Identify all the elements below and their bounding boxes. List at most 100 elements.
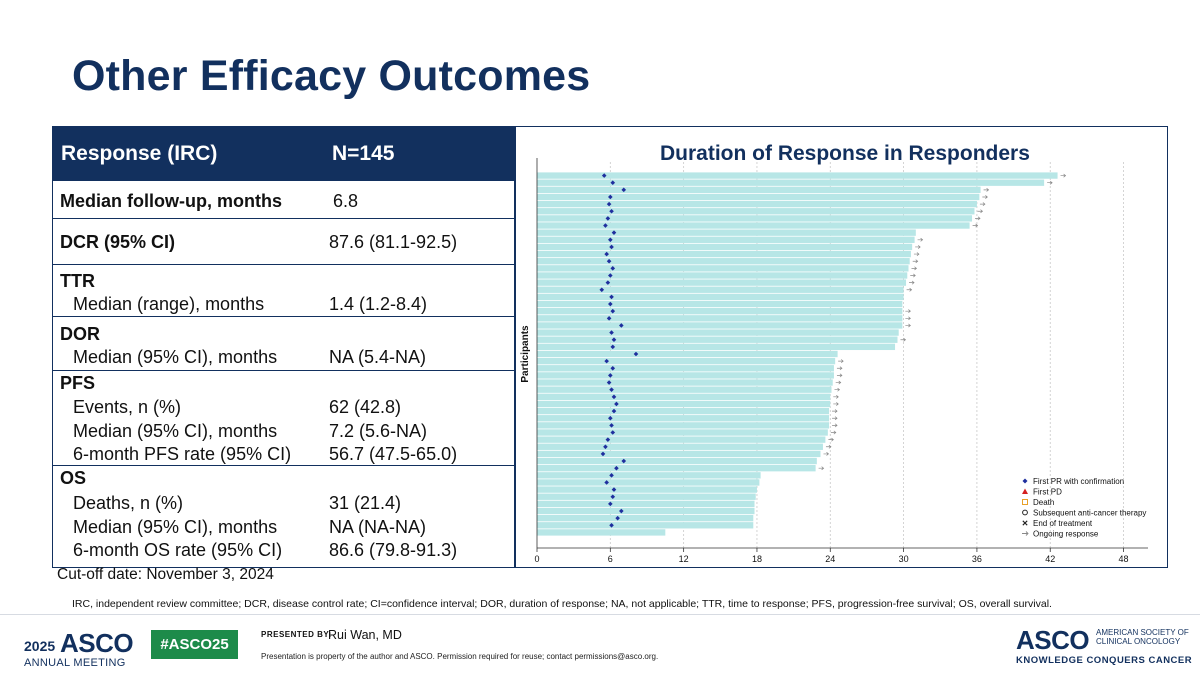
pr-marker — [610, 344, 616, 350]
pr-marker — [610, 365, 616, 371]
response-bar — [537, 479, 760, 486]
society-tagline: KNOWLEDGE CONQUERS CANCER — [1016, 655, 1193, 666]
chart-title: Duration of Response in Responders — [660, 142, 1030, 165]
table-header-n: N=145 — [332, 142, 395, 165]
society-name: AMERICAN SOCIETY OF CLINICAL ONCOLOGY — [1096, 628, 1189, 646]
row-label: OS — [60, 468, 87, 488]
row-value: 87.6 (81.1-92.5) — [329, 232, 458, 252]
row-value: 7.2 (5.6-NA) — [329, 421, 428, 441]
ongoing-response-marker — [906, 287, 913, 292]
pr-marker — [606, 380, 612, 385]
pr-marker — [599, 287, 605, 293]
legend-label: Death — [1033, 498, 1054, 507]
response-bar — [537, 329, 899, 336]
response-bar — [537, 258, 910, 265]
pr-marker — [606, 316, 612, 321]
ongoing-response-marker — [838, 359, 844, 364]
response-bar — [537, 272, 908, 279]
legend-x-icon — [1022, 520, 1028, 526]
pr-marker — [604, 480, 609, 485]
table-header: Response (IRC) N=145 — [52, 126, 514, 180]
society-brand: ASCO — [1016, 625, 1090, 655]
legend-circle-icon — [1022, 509, 1028, 516]
pr-marker — [609, 423, 614, 428]
pr-marker — [608, 501, 613, 507]
slide-title: Other Efficacy Outcomes — [72, 52, 591, 100]
row-label: Median (95% CI), months — [73, 517, 278, 537]
pr-marker — [611, 487, 617, 492]
pr-marker — [600, 451, 606, 457]
pr-marker — [610, 180, 616, 186]
row-label: Median follow-up, months — [60, 191, 282, 211]
ongoing-response-marker — [832, 409, 838, 413]
ongoing-response-marker — [828, 437, 834, 442]
response-bar — [537, 507, 755, 515]
presenter-name: Rui Wan, MD — [328, 628, 402, 642]
pr-marker — [609, 522, 614, 528]
table-row: Median (range), months 1.4 (1.2-8.4) — [52, 294, 514, 316]
pr-marker — [610, 494, 616, 500]
y-axis-label: Participants — [520, 325, 531, 383]
x-tick-label: 24 — [825, 554, 835, 564]
response-bar — [537, 379, 833, 386]
row-label: Median (95% CI), months — [73, 421, 278, 441]
response-bar — [537, 215, 973, 222]
legend-label: First PD — [1033, 488, 1062, 497]
ongoing-response-marker — [915, 245, 921, 249]
response-bar — [537, 222, 970, 229]
ongoing-response-marker — [905, 323, 911, 328]
row-value: 56.7 (47.5-65.0) — [329, 444, 458, 464]
row-label: 6-month PFS rate (95% CI) — [73, 444, 292, 464]
ongoing-response-marker — [910, 273, 916, 278]
x-tick-label: 30 — [899, 554, 909, 564]
response-bar — [537, 393, 831, 400]
row-value: 62 (42.8) — [329, 397, 402, 417]
ongoing-response-marker — [825, 444, 832, 449]
response-bar — [537, 293, 904, 301]
table-header-label: Response (IRC) — [61, 142, 218, 165]
ongoing-response-marker — [912, 259, 919, 264]
pr-marker — [619, 323, 624, 328]
pr-marker — [608, 194, 613, 200]
ongoing-response-marker — [835, 380, 842, 385]
logo-subtitle: ANNUAL MEETING — [24, 657, 126, 669]
footnote: IRC, independent review committee; DCR, … — [72, 598, 1052, 610]
response-bar — [537, 436, 826, 443]
row-label: DOR — [60, 324, 100, 344]
table-row: 6-month PFS rate (95% CI) 56.7 (47.5-65.… — [52, 444, 514, 466]
response-bar — [537, 179, 1045, 186]
ongoing-response-marker — [836, 373, 843, 378]
response-bar — [537, 529, 666, 536]
ongoing-response-marker — [983, 187, 990, 192]
table-row: DOR — [52, 324, 514, 346]
pr-marker — [609, 244, 614, 250]
pr-marker — [619, 508, 624, 514]
response-bar — [537, 465, 816, 472]
ongoing-response-marker — [913, 252, 920, 256]
ongoing-response-marker — [977, 209, 984, 214]
ongoing-response-marker — [823, 452, 830, 456]
table-row: OS — [52, 468, 514, 490]
ongoing-response-marker — [832, 416, 838, 421]
x-tick-label: 0 — [534, 554, 539, 564]
response-bar — [537, 315, 903, 322]
response-bar — [537, 193, 980, 201]
response-bar — [537, 229, 916, 236]
pr-marker — [606, 201, 612, 207]
ongoing-response-marker — [905, 316, 911, 321]
ongoing-response-marker — [833, 402, 839, 406]
pr-marker — [608, 273, 613, 278]
pr-marker — [608, 237, 613, 243]
content-frame — [52, 126, 1168, 568]
pr-marker — [621, 187, 627, 193]
footer-divider — [0, 614, 1200, 615]
table-row: Median follow-up, months 6.8 — [52, 191, 514, 213]
ongoing-response-marker — [1060, 173, 1067, 178]
pr-marker — [610, 308, 616, 314]
efficacy-table: Response (IRC) N=145 Median follow-up, m… — [52, 126, 514, 568]
response-bar — [537, 415, 830, 422]
row-value: 86.6 (79.8-91.3) — [329, 540, 458, 560]
ongoing-response-marker — [830, 430, 837, 435]
ongoing-response-marker — [911, 266, 918, 271]
section-divider — [52, 465, 514, 466]
